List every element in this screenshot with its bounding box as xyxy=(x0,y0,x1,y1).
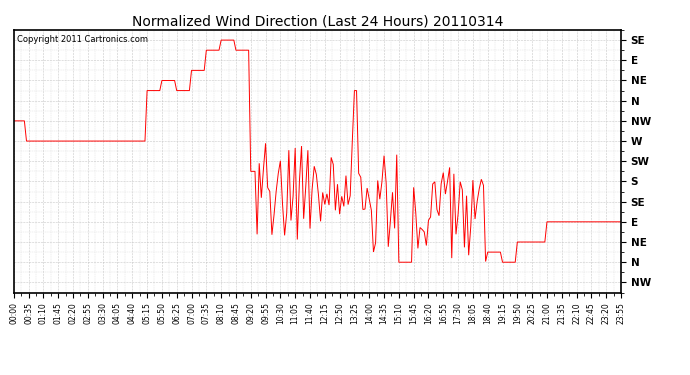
Text: Copyright 2011 Cartronics.com: Copyright 2011 Cartronics.com xyxy=(17,35,148,44)
Title: Normalized Wind Direction (Last 24 Hours) 20110314: Normalized Wind Direction (Last 24 Hours… xyxy=(132,15,503,29)
